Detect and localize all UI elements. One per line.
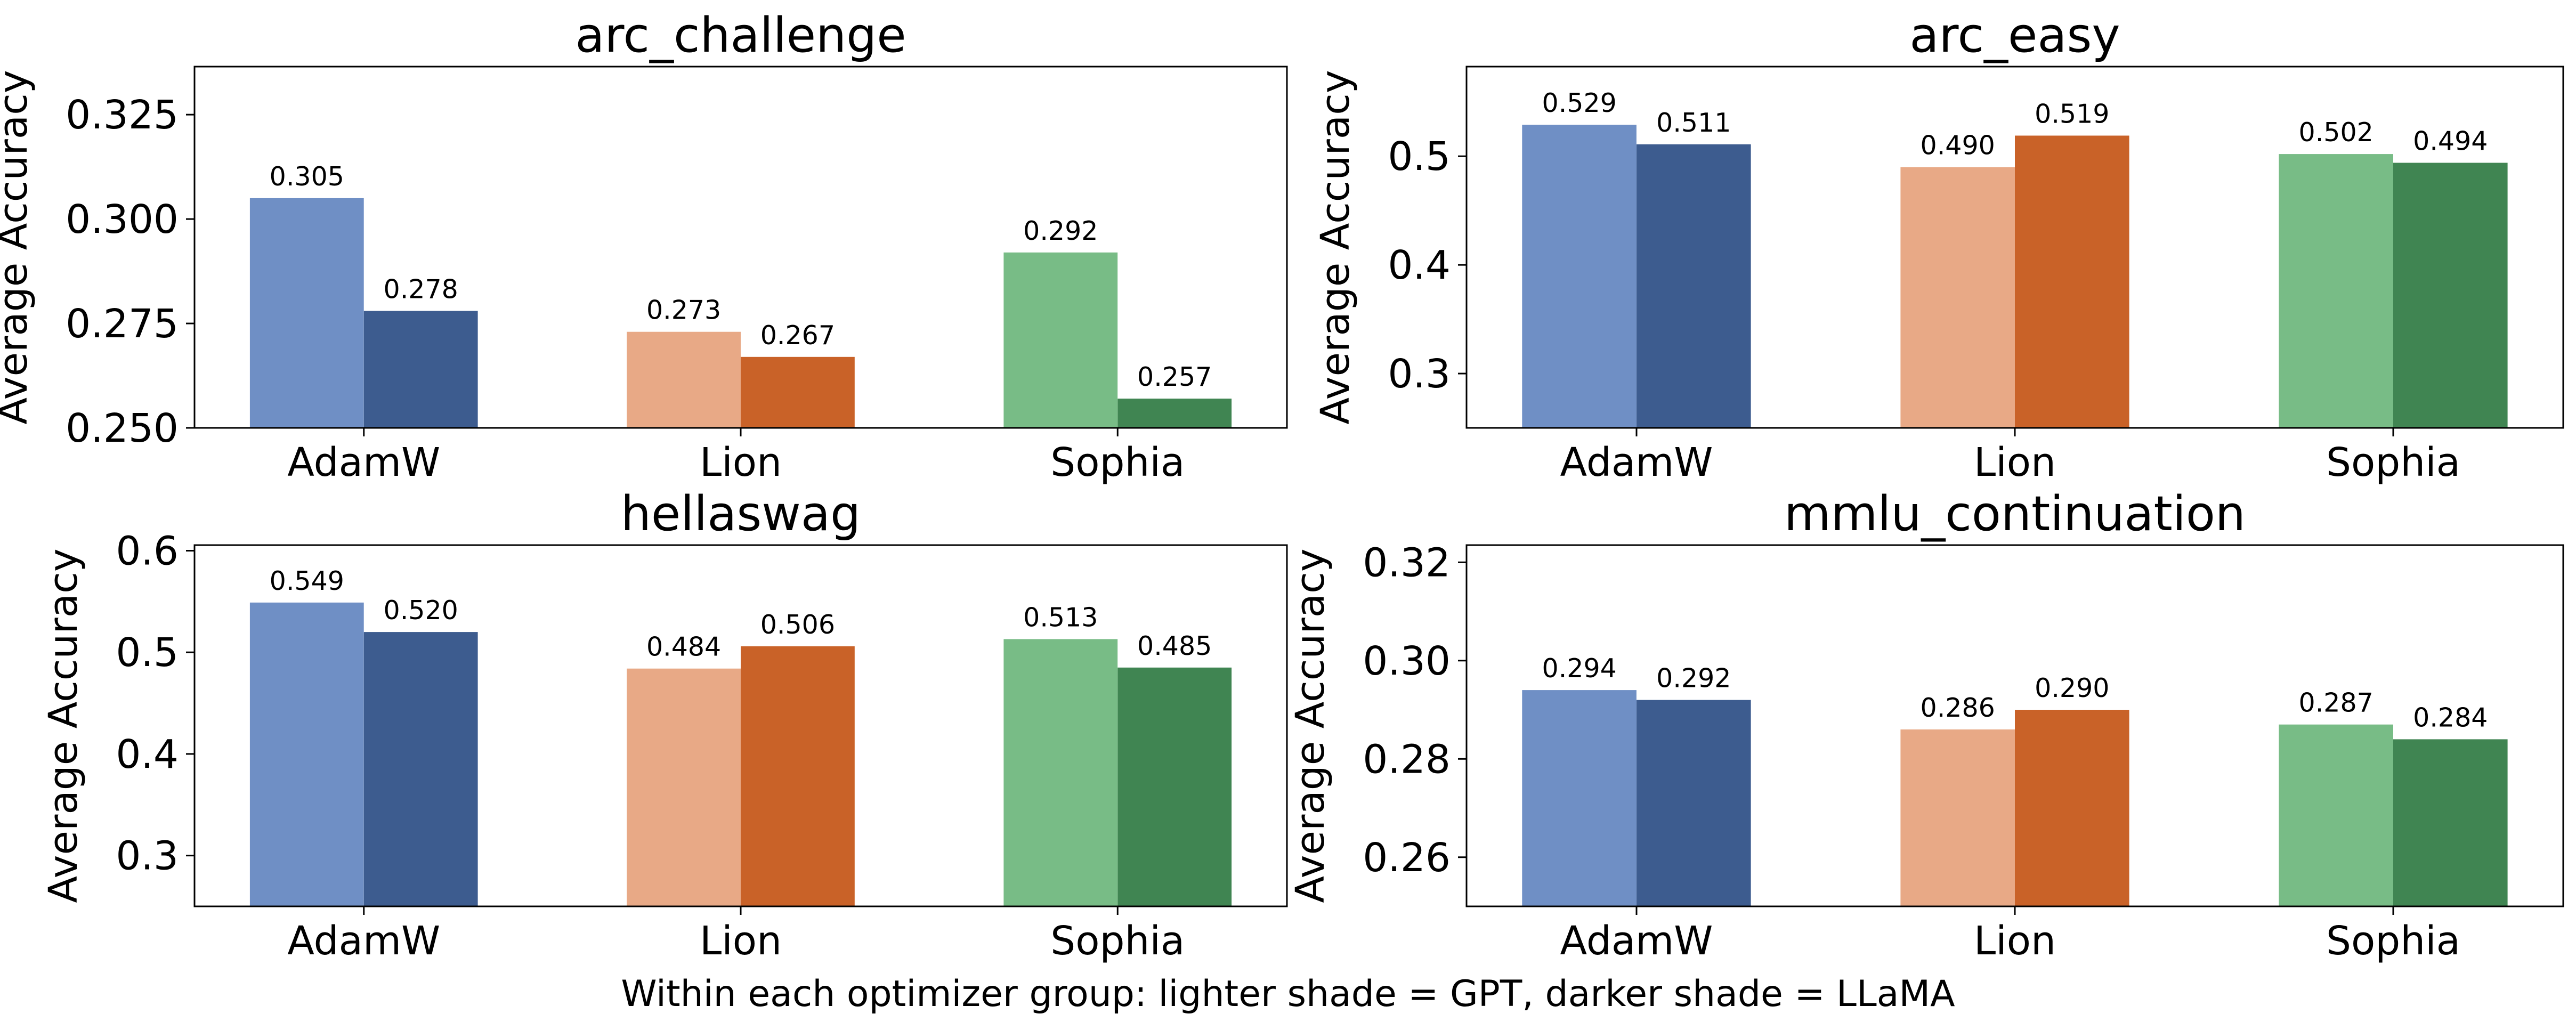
data-label-sophia-gpt: 0.287	[2299, 688, 2374, 718]
y-tick-label: 0.300	[66, 197, 179, 242]
bar-sophia-gpt	[2279, 724, 2393, 906]
y-tick-label: 0.32	[1363, 540, 1451, 586]
x-tick-label-sophia: Sophia	[1050, 918, 1185, 964]
data-label-adamw-gpt: 0.305	[270, 161, 344, 192]
chart-panel-arc_easy: 0.529 0.511 AdamW 0.490 0.519 Lion 0.502 0.494 S…	[1313, 7, 2564, 485]
x-tick-label-lion: Lion	[1974, 440, 2056, 485]
axes-frame	[193, 544, 1288, 907]
data-label-lion-llama: 0.519	[2035, 99, 2109, 129]
figure-caption: Within each optimizer group: lighter sha…	[621, 973, 1955, 1015]
data-label-sophia-gpt: 0.513	[1023, 602, 1098, 632]
bar-adamw-llama	[363, 632, 478, 906]
y-tick-label: 0.3	[1388, 351, 1451, 397]
y-tick-label: 0.3	[116, 833, 179, 879]
y-tick-label: 0.325	[66, 92, 179, 138]
x-tick-label-sophia: Sophia	[2326, 918, 2460, 964]
bar-adamw-llama	[363, 311, 478, 428]
chart-title: arc_easy	[1909, 7, 2120, 63]
y-tick-label: 0.6	[116, 529, 179, 574]
data-label-lion-gpt: 0.286	[1921, 693, 1995, 723]
chart-panel-mmlu_continuation: 0.294 0.292 AdamW 0.286 0.290 Lion 0.287 0.284 S…	[1287, 486, 2564, 964]
bar-lion-gpt	[627, 331, 741, 428]
panels: 0.305 0.278 AdamW 0.273 0.267 Lion 0.292 0.257 S…	[0, 7, 2564, 964]
bar-lion-llama	[2015, 710, 2129, 906]
chart-title: mmlu_continuation	[1784, 486, 2246, 542]
y-tick-label: 0.4	[116, 732, 179, 777]
axes-frame	[1465, 66, 2564, 429]
x-tick-label-adamw: AdamW	[1560, 440, 1713, 485]
data-label-adamw-llama: 0.520	[384, 595, 458, 626]
data-label-lion-gpt: 0.490	[1921, 131, 1995, 161]
bar-lion-gpt	[627, 668, 741, 906]
bar-sophia-llama	[2393, 163, 2508, 428]
data-label-lion-llama: 0.290	[2035, 673, 2109, 703]
bar-adamw-llama	[1637, 144, 1751, 428]
bar-adamw-gpt	[249, 602, 364, 906]
data-label-lion-gpt: 0.273	[646, 295, 721, 326]
bar-sophia-gpt	[2279, 154, 2393, 428]
bar-sophia-gpt	[1003, 252, 1118, 428]
y-tick-label: 0.30	[1363, 638, 1451, 684]
x-tick-label-lion: Lion	[1974, 918, 2056, 964]
x-tick-label-adamw: AdamW	[287, 440, 440, 485]
bar-lion-llama	[2015, 135, 2129, 428]
bar-adamw-llama	[1637, 700, 1751, 906]
x-tick-label-sophia: Sophia	[1050, 440, 1185, 485]
y-tick-label: 0.5	[1388, 134, 1451, 180]
data-label-lion-gpt: 0.484	[646, 632, 721, 662]
bar-lion-gpt	[1900, 167, 2015, 428]
data-label-adamw-gpt: 0.294	[1542, 653, 1617, 684]
data-label-adamw-llama: 0.292	[1656, 663, 1731, 694]
x-tick-label-adamw: AdamW	[287, 918, 440, 964]
bar-adamw-gpt	[1522, 125, 1637, 428]
y-tick-label: 0.28	[1363, 736, 1451, 782]
bar-sophia-gpt	[1003, 639, 1118, 906]
bar-lion-llama	[741, 646, 855, 906]
data-label-adamw-llama: 0.511	[1656, 108, 1731, 138]
chart-title: hellaswag	[621, 486, 861, 542]
y-axis-label: Average Accuracy	[0, 70, 36, 424]
data-label-sophia-gpt: 0.502	[2299, 117, 2374, 148]
x-tick-label-sophia: Sophia	[2326, 440, 2460, 485]
y-tick-label: 0.5	[116, 630, 179, 676]
data-label-lion-llama: 0.267	[760, 320, 835, 351]
y-tick-label: 0.275	[66, 301, 179, 347]
data-label-adamw-llama: 0.278	[384, 274, 458, 305]
bar-lion-gpt	[1900, 729, 2015, 906]
data-label-sophia-llama: 0.494	[2413, 126, 2488, 157]
x-tick-label-adamw: AdamW	[1560, 918, 1713, 964]
data-label-sophia-llama: 0.257	[1137, 362, 1212, 392]
data-label-sophia-llama: 0.284	[2413, 702, 2488, 733]
y-axis-label: Average Accuracy	[1313, 70, 1358, 424]
x-tick-label-lion: Lion	[700, 440, 782, 485]
bar-adamw-gpt	[249, 198, 364, 428]
bar-sophia-llama	[1117, 667, 1232, 906]
y-tick-label: 0.26	[1363, 835, 1451, 881]
axes-frame	[193, 66, 1288, 429]
y-axis-label: Average Accuracy	[40, 548, 86, 903]
bar-sophia-llama	[2393, 739, 2508, 906]
y-tick-label: 0.250	[66, 405, 179, 451]
y-axis-label: Average Accuracy	[1287, 548, 1333, 903]
y-tick-label: 0.4	[1388, 242, 1451, 288]
data-label-adamw-gpt: 0.549	[270, 566, 344, 596]
data-label-sophia-gpt: 0.292	[1023, 216, 1098, 246]
bar-sophia-llama	[1117, 399, 1232, 428]
chart-title: arc_challenge	[575, 7, 906, 63]
axes-frame	[1465, 544, 2564, 907]
chart-panel-hellaswag: 0.549 0.520 AdamW 0.484 0.506 Lion 0.513 0.485 S…	[40, 486, 1288, 964]
data-label-lion-llama: 0.506	[760, 610, 835, 640]
chart-panel-arc_challenge: 0.305 0.278 AdamW 0.273 0.267 Lion 0.292 0.257 S…	[0, 7, 1288, 485]
bar-lion-llama	[741, 356, 855, 428]
x-tick-label-lion: Lion	[700, 918, 782, 964]
bar-adamw-gpt	[1522, 690, 1637, 906]
data-label-sophia-llama: 0.485	[1137, 631, 1212, 661]
data-label-adamw-gpt: 0.529	[1542, 88, 1617, 118]
